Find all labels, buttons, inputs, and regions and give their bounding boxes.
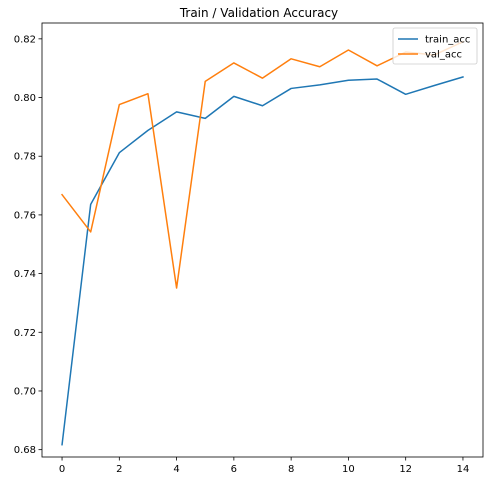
y-tick-label: 0.68 bbox=[14, 445, 36, 456]
x-tick-label: 6 bbox=[231, 464, 237, 475]
y-tick-label: 0.72 bbox=[14, 328, 36, 339]
legend-label-val-acc: val_acc bbox=[425, 50, 462, 61]
series-line-val-acc bbox=[60, 40, 464, 289]
y-tick-label: 0.82 bbox=[14, 34, 36, 45]
series-line-train-acc bbox=[61, 76, 464, 446]
x-tick-label: 2 bbox=[116, 464, 122, 475]
legend: train_acc val_acc bbox=[392, 27, 478, 65]
y-tick-label: 0.78 bbox=[14, 152, 36, 163]
y-tick-label: 0.76 bbox=[14, 210, 36, 221]
y-tick-label: 0.70 bbox=[14, 386, 36, 397]
legend-box bbox=[392, 27, 478, 65]
x-tick-label: 0 bbox=[59, 464, 65, 475]
x-tick-label: 10 bbox=[342, 464, 355, 475]
chart-title: Train / Validation Accuracy bbox=[179, 6, 338, 20]
x-tick-label: 4 bbox=[173, 464, 179, 475]
y-tick-label: 0.80 bbox=[14, 93, 36, 104]
plot-area bbox=[60, 40, 464, 446]
plot-frame bbox=[41, 22, 484, 458]
x-tick-label: 12 bbox=[399, 464, 412, 475]
y-tick-label: 0.74 bbox=[14, 269, 36, 280]
x-tick-label: 14 bbox=[457, 464, 470, 475]
x-tick-label: 8 bbox=[288, 464, 294, 475]
legend-label-train-acc: train_acc bbox=[425, 35, 470, 46]
